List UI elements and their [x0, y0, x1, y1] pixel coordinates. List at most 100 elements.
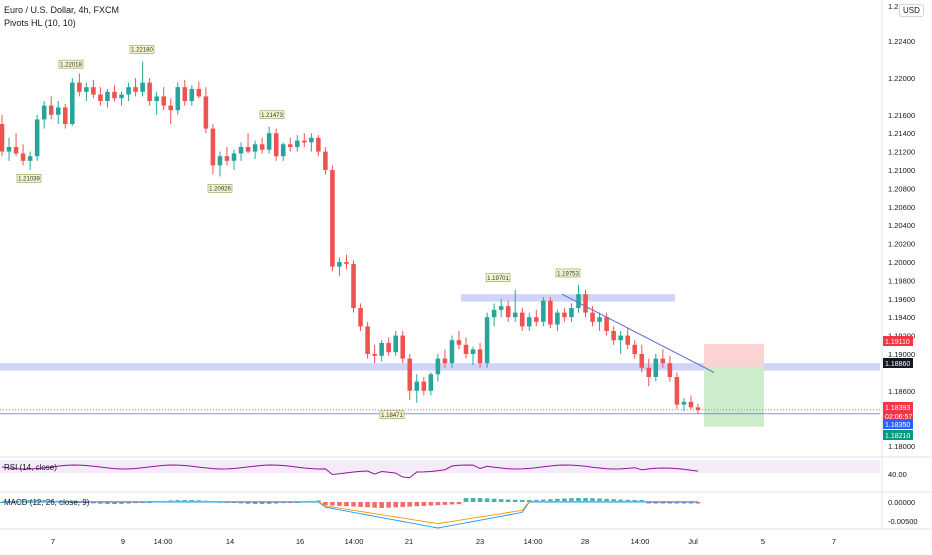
macd-bar: [393, 502, 398, 508]
y-tick-label: 1.19000: [888, 350, 915, 359]
candle-body: [203, 96, 209, 129]
macd-bar: [421, 502, 427, 506]
pivot-label: 1.18471: [381, 413, 403, 419]
pivot-label: 1.19753: [557, 271, 579, 277]
candle-body: [660, 358, 666, 364]
candle-body: [618, 335, 623, 341]
y-tick-label: 1.2: [888, 2, 898, 11]
candle-body: [611, 331, 616, 341]
price-tag: 1.18350: [885, 422, 910, 429]
macd-bar: [449, 502, 455, 505]
currency-button[interactable]: USD: [899, 4, 924, 17]
candle-body: [302, 140, 307, 143]
candle-body: [548, 300, 553, 325]
candle-body: [34, 119, 40, 157]
macd-bar: [273, 502, 279, 504]
candle-body: [147, 82, 152, 101]
candle-body: [386, 342, 391, 353]
candle-body: [534, 317, 539, 322]
macd-bar: [386, 502, 391, 508]
macd-bar: [358, 502, 363, 507]
macd-bar: [555, 498, 560, 502]
candle-body: [175, 87, 181, 111]
macd-bar: [77, 502, 82, 503]
candle-body: [273, 133, 279, 157]
x-tick-label: 7: [51, 537, 55, 546]
candle-body: [393, 335, 398, 353]
indicator-title: Pivots HL (10, 10): [4, 18, 76, 28]
candle-body: [435, 358, 441, 375]
x-tick-label: 14:00: [524, 537, 543, 546]
candle-body: [20, 153, 26, 161]
macd-bar: [674, 502, 680, 504]
candle-body: [6, 147, 12, 152]
y-tick-label: 1.19400: [888, 313, 915, 322]
symbol-title: Euro / U.S. Dollar, 4h, FXCM: [4, 5, 120, 15]
candle-body: [337, 262, 342, 267]
candle-body: [625, 335, 630, 345]
macd-bar: [519, 499, 525, 502]
macd-bar: [512, 499, 518, 502]
x-tick-label: 14:00: [631, 537, 650, 546]
y-tick-label: 1.18000: [888, 442, 915, 451]
candle-body: [604, 317, 609, 331]
macd-bar: [576, 498, 581, 502]
candle-body: [519, 312, 525, 327]
candle-body: [27, 156, 33, 161]
candle-body: [421, 381, 427, 391]
y-tick-label: 1.21200: [888, 148, 915, 157]
candle-body: [294, 140, 300, 147]
candle-body: [196, 89, 202, 97]
pivot-label: 1.21473: [261, 113, 283, 119]
macd-bar: [562, 498, 567, 502]
candle-body: [400, 335, 406, 359]
macd-bar: [548, 499, 553, 502]
macd-bar: [119, 502, 124, 504]
macd-bar: [34, 500, 40, 502]
candle-body: [245, 147, 251, 152]
x-tick-label: 7: [832, 537, 836, 546]
candle-body: [330, 170, 335, 267]
rsi-line: [1, 464, 699, 479]
price-tag-box: [883, 411, 913, 421]
signal-line: [2, 501, 698, 525]
candle-body: [583, 294, 588, 313]
macd-bar: [660, 502, 666, 504]
macd-bar: [604, 498, 609, 502]
x-tick-label: 14:00: [345, 537, 364, 546]
macd-label: MACD (12, 26, close, 9): [4, 498, 90, 507]
candle-body: [491, 309, 497, 318]
y-tick-label: 1.19600: [888, 295, 915, 304]
price-tag: 1.18393: [885, 405, 910, 412]
x-tick-label: Jul: [688, 537, 698, 546]
macd-bar: [653, 502, 659, 504]
candle-body: [590, 312, 595, 322]
y-tick-label: 1.19800: [888, 276, 915, 285]
candle-body: [238, 147, 244, 154]
macd-bar: [238, 502, 244, 504]
rsi-band: [0, 460, 880, 473]
candle-body: [62, 107, 68, 124]
candle-body: [562, 312, 567, 318]
candle-body: [182, 87, 188, 101]
y-tick-label: 1.22400: [888, 37, 915, 46]
macd-bar: [428, 502, 434, 506]
candle-body: [639, 354, 645, 368]
macd-bar: [534, 499, 539, 502]
candle-body: [505, 306, 511, 318]
macd-bar: [337, 502, 342, 506]
candle-body: [55, 107, 61, 115]
price-tag-box: [883, 336, 913, 346]
candle-body: [576, 294, 581, 308]
macd-bar: [91, 502, 96, 504]
macd-bar: [695, 502, 701, 504]
macd-bar: [351, 502, 356, 507]
candle-body: [70, 82, 75, 124]
candle-body: [365, 326, 370, 354]
candle-body: [442, 358, 448, 364]
pivot-label: 1.22018: [60, 62, 82, 68]
trendline: [561, 293, 715, 373]
macd-bar: [189, 500, 195, 502]
